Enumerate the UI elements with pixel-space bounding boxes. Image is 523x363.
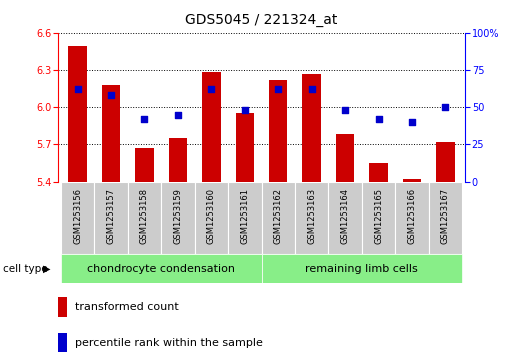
Bar	[395, 182, 429, 254]
Bar	[235, 113, 254, 182]
Point	[408, 119, 416, 125]
Text: GSM1253158: GSM1253158	[140, 188, 149, 244]
Text: GSM1253160: GSM1253160	[207, 188, 216, 244]
Bar	[161, 182, 195, 254]
Point	[274, 86, 282, 92]
Text: cell type: cell type	[3, 264, 47, 274]
Text: transformed count: transformed count	[75, 302, 178, 312]
Point	[241, 107, 249, 113]
Text: GSM1253157: GSM1253157	[107, 188, 116, 244]
Bar	[202, 72, 221, 182]
Text: GSM1253167: GSM1253167	[441, 188, 450, 244]
Text: GSM1253162: GSM1253162	[274, 188, 283, 244]
Bar	[328, 182, 362, 254]
Text: remaining limb cells: remaining limb cells	[305, 264, 418, 274]
Point	[374, 116, 383, 122]
Bar	[369, 163, 388, 182]
Bar	[94, 182, 128, 254]
Bar	[58, 297, 66, 317]
Bar	[403, 179, 421, 182]
Text: GSM1253163: GSM1253163	[307, 188, 316, 244]
Bar	[262, 182, 295, 254]
Bar	[336, 134, 354, 182]
Bar	[135, 148, 154, 182]
Bar	[195, 182, 228, 254]
Point	[207, 86, 215, 92]
Text: GDS5045 / 221324_at: GDS5045 / 221324_at	[185, 13, 338, 27]
Point	[174, 112, 182, 118]
Text: GSM1253156: GSM1253156	[73, 188, 82, 244]
Bar	[302, 74, 321, 182]
Bar	[228, 182, 262, 254]
Text: percentile rank within the sample: percentile rank within the sample	[75, 338, 263, 348]
Point	[140, 116, 149, 122]
Bar	[61, 254, 262, 283]
Bar	[362, 182, 395, 254]
Bar	[58, 333, 66, 352]
Bar	[269, 80, 288, 182]
Bar	[436, 142, 454, 182]
Text: GSM1253165: GSM1253165	[374, 188, 383, 244]
Text: GSM1253166: GSM1253166	[407, 188, 416, 244]
Bar	[61, 182, 94, 254]
Text: ▶: ▶	[43, 264, 51, 274]
Text: GSM1253161: GSM1253161	[240, 188, 249, 244]
Bar	[295, 182, 328, 254]
Point	[308, 86, 316, 92]
Point	[341, 107, 349, 113]
Point	[73, 86, 82, 92]
Point	[441, 104, 450, 110]
Text: chondrocyte condensation: chondrocyte condensation	[87, 264, 235, 274]
Bar	[429, 182, 462, 254]
Bar	[262, 254, 462, 283]
Bar	[128, 182, 161, 254]
Bar	[69, 46, 87, 182]
Point	[107, 92, 115, 98]
Text: GSM1253164: GSM1253164	[340, 188, 349, 244]
Bar	[169, 138, 187, 182]
Text: GSM1253159: GSM1253159	[174, 188, 183, 244]
Bar	[102, 85, 120, 182]
